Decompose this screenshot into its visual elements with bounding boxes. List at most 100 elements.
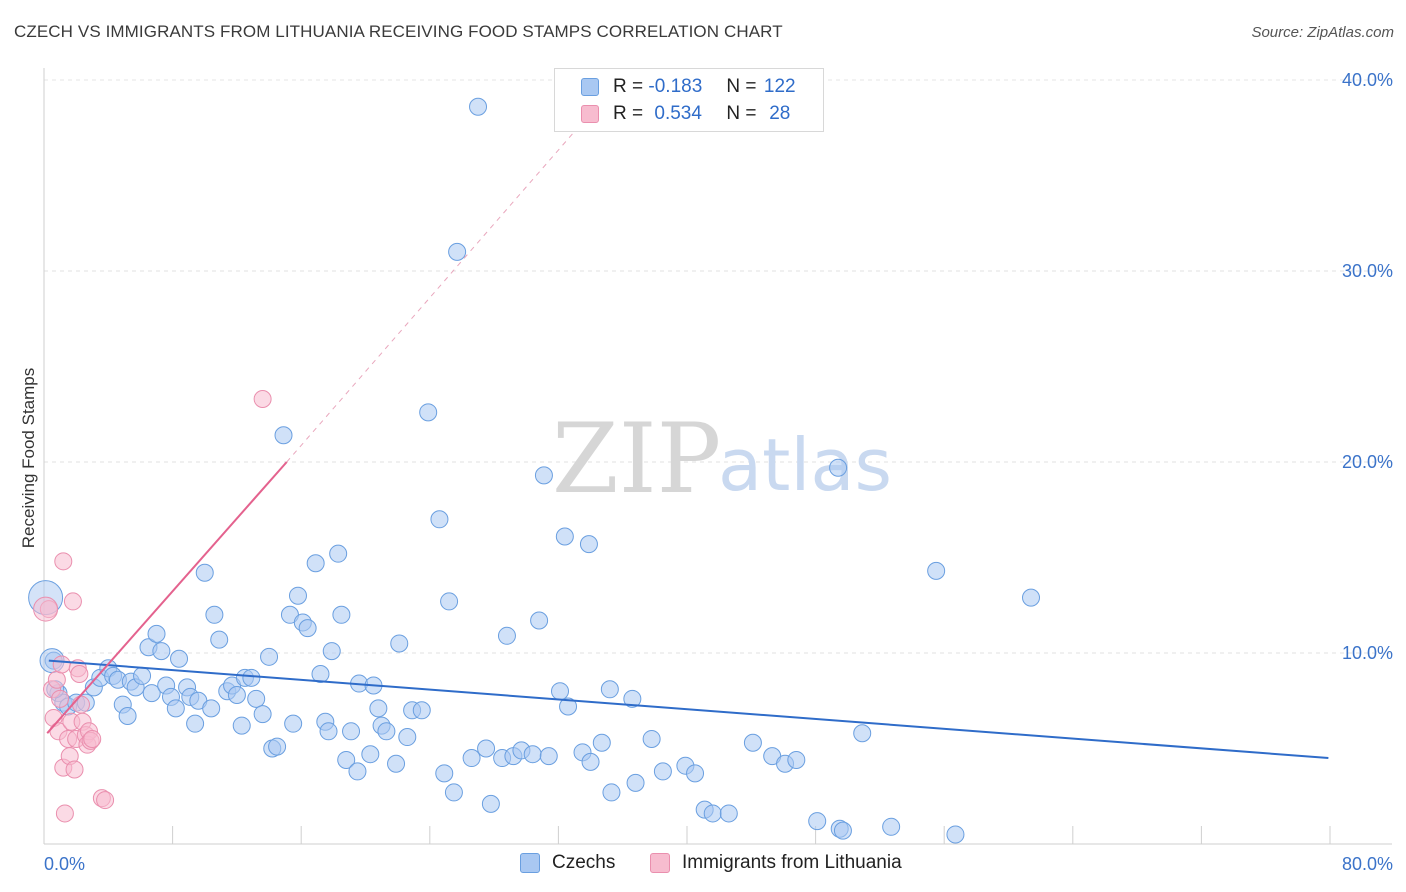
czechs-point bbox=[361, 745, 380, 764]
czechs-point bbox=[419, 403, 438, 422]
czechs-point bbox=[166, 699, 185, 718]
czechs-point bbox=[523, 745, 542, 764]
czechs-point bbox=[787, 750, 806, 769]
bottom-legend-czechs: Czechs bbox=[520, 852, 615, 874]
lithuania-point bbox=[55, 804, 74, 823]
czechs-point bbox=[152, 642, 171, 661]
czechs-point bbox=[626, 773, 645, 792]
czechs-point bbox=[195, 563, 214, 582]
czechs-point bbox=[602, 783, 621, 802]
lithuania-point bbox=[253, 389, 272, 408]
czechs-point bbox=[387, 754, 406, 773]
y-tick-label: 10.0% bbox=[1342, 643, 1393, 663]
czechs-point bbox=[743, 733, 762, 752]
x-tick-labels: 0.0% 80.0% bbox=[44, 854, 1393, 874]
czechs-point bbox=[719, 804, 738, 823]
czechs-point bbox=[462, 749, 481, 768]
lithuania-point bbox=[33, 596, 59, 622]
czechs-point bbox=[337, 750, 356, 769]
watermark-atlas: atlas bbox=[718, 423, 892, 507]
y-tick-label: 30.0% bbox=[1342, 261, 1393, 281]
legend-n-value: 28 bbox=[769, 103, 791, 124]
czechs-point bbox=[298, 619, 317, 638]
czechs-point bbox=[440, 592, 459, 611]
czechs-point bbox=[242, 668, 261, 687]
czechs-point bbox=[559, 697, 578, 716]
legend-n-label: N = bbox=[726, 103, 757, 124]
czechs-point bbox=[412, 701, 431, 720]
czechs-point bbox=[882, 817, 901, 836]
czechs-point bbox=[946, 825, 965, 844]
czechs-point bbox=[686, 764, 705, 783]
czechs-point bbox=[311, 665, 330, 684]
czechs-point bbox=[579, 535, 598, 554]
legend-n-label: N = bbox=[726, 76, 757, 97]
czechs-point bbox=[390, 634, 409, 653]
czechs-point bbox=[170, 649, 189, 668]
trend-lines bbox=[46, 131, 1329, 760]
czechs-point bbox=[227, 686, 246, 705]
czechs-point bbox=[232, 716, 251, 735]
x-tick-label-min: 0.0% bbox=[44, 854, 85, 874]
series-lithuania bbox=[33, 389, 272, 823]
bottom-legend-lithuania: Immigrants from Lithuania bbox=[650, 852, 902, 874]
czechs-point bbox=[268, 737, 287, 756]
legend-row-czechs: R = -0.183 N = 122 bbox=[581, 75, 798, 99]
czechs-point bbox=[284, 714, 303, 733]
lithuania-point bbox=[51, 689, 70, 708]
czechs-point bbox=[497, 626, 516, 645]
czechs-point bbox=[481, 794, 500, 813]
czechs-point bbox=[448, 242, 467, 261]
lithuania-point bbox=[65, 760, 84, 779]
czechs-point bbox=[332, 605, 351, 624]
czechs-point bbox=[703, 804, 722, 823]
czechs-point bbox=[205, 605, 224, 624]
czechs-point bbox=[342, 722, 361, 741]
czechs-point bbox=[829, 458, 848, 477]
correlation-legend: R = -0.183 N = 122 R = 0.534 N = 28 bbox=[554, 68, 824, 132]
czechs-point bbox=[534, 466, 553, 485]
lithuania-point bbox=[71, 695, 90, 714]
czechs-point bbox=[274, 426, 293, 445]
watermark: ZIP atlas bbox=[552, 403, 892, 515]
czechs-point bbox=[1022, 588, 1041, 607]
legend-swatch-lithuania bbox=[581, 105, 599, 123]
czechs-point bbox=[306, 554, 325, 573]
bottom-legend-label-czechs: Czechs bbox=[552, 852, 616, 873]
y-tick-label: 20.0% bbox=[1342, 452, 1393, 472]
czechs-point bbox=[435, 764, 454, 783]
bottom-legend-swatch-czechs bbox=[520, 853, 540, 873]
czechs-point bbox=[329, 544, 348, 563]
czechs-point bbox=[581, 752, 600, 771]
czechs-point bbox=[551, 682, 570, 701]
czechs-point bbox=[642, 729, 661, 748]
czechs-point bbox=[147, 624, 166, 643]
lithuania-trend-line bbox=[46, 461, 288, 734]
czechs-point bbox=[430, 510, 449, 529]
legend-r-label: R = bbox=[613, 103, 644, 124]
lithuania-point bbox=[54, 552, 73, 571]
lithuania-point bbox=[70, 665, 89, 684]
legend-r-label: R = bbox=[613, 76, 644, 97]
czechs-trend-line bbox=[48, 659, 1329, 760]
bottom-legend-label-lithuania: Immigrants from Lithuania bbox=[682, 852, 902, 873]
lithuania-point bbox=[47, 670, 66, 689]
y-tick-label: 40.0% bbox=[1342, 70, 1393, 90]
czechs-point bbox=[348, 762, 367, 781]
czechs-point bbox=[833, 821, 852, 840]
chart-title: CZECH VS IMMIGRANTS FROM LITHUANIA RECEI… bbox=[14, 22, 783, 41]
y-axis-title: Receiving Food Stamps bbox=[19, 368, 38, 548]
axes bbox=[43, 68, 1392, 845]
lithuania-point bbox=[83, 729, 102, 748]
legend-swatch-czechs bbox=[581, 78, 599, 96]
source-credit: Source: ZipAtlas.com bbox=[1251, 24, 1394, 41]
legend-r-value: -0.183 bbox=[648, 76, 703, 97]
lithuania-point bbox=[96, 791, 115, 810]
watermark-zip: ZIP bbox=[552, 403, 721, 515]
legend-row-lithuania: R = 0.534 N = 28 bbox=[581, 102, 798, 126]
czechs-point bbox=[539, 747, 558, 766]
x-tick-label-max: 80.0% bbox=[1342, 854, 1393, 874]
lithuania-point bbox=[52, 655, 71, 674]
czechs-point bbox=[186, 714, 205, 733]
